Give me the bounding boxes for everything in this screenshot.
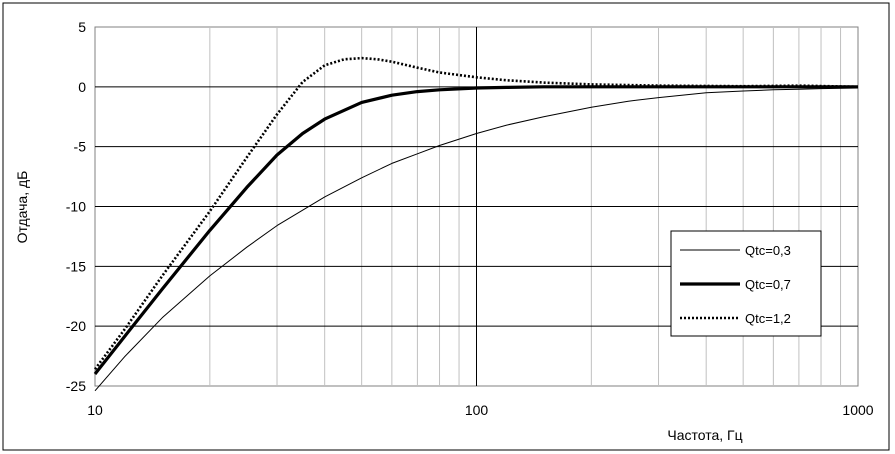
y-tick-label: -20 — [66, 318, 86, 334]
y-tick-label: -5 — [74, 139, 87, 155]
y-tick-label: 0 — [78, 79, 86, 95]
x-tick-label: 100 — [465, 402, 489, 418]
series-line-2 — [93, 85, 858, 375]
series-line-3 — [93, 56, 859, 370]
legend: Qtc=0,3 Qtc=0,7 Qtc=1,2 — [670, 230, 822, 337]
x-tick-label: 10 — [87, 402, 103, 418]
series-layer — [93, 56, 859, 392]
legend-label: Qtc=0,7 — [745, 277, 791, 292]
y-tick-label: -15 — [66, 258, 86, 274]
tick-labels: 10 100 1000 5 0 -5 -10 -15 -20 -25 — [66, 19, 874, 418]
y-tick-label: -25 — [66, 378, 86, 394]
y-tick-label: 5 — [78, 19, 86, 35]
x-tick-label: 1000 — [842, 402, 873, 418]
legend-label: Qtc=1,2 — [745, 311, 791, 326]
legend-label: Qtc=0,3 — [745, 243, 791, 258]
series-line-1 — [94, 87, 859, 392]
y-axis-title: Отдача, дБ — [14, 171, 30, 244]
x-axis-title: Частота, Гц — [667, 427, 742, 443]
y-tick-label: -10 — [66, 199, 86, 215]
